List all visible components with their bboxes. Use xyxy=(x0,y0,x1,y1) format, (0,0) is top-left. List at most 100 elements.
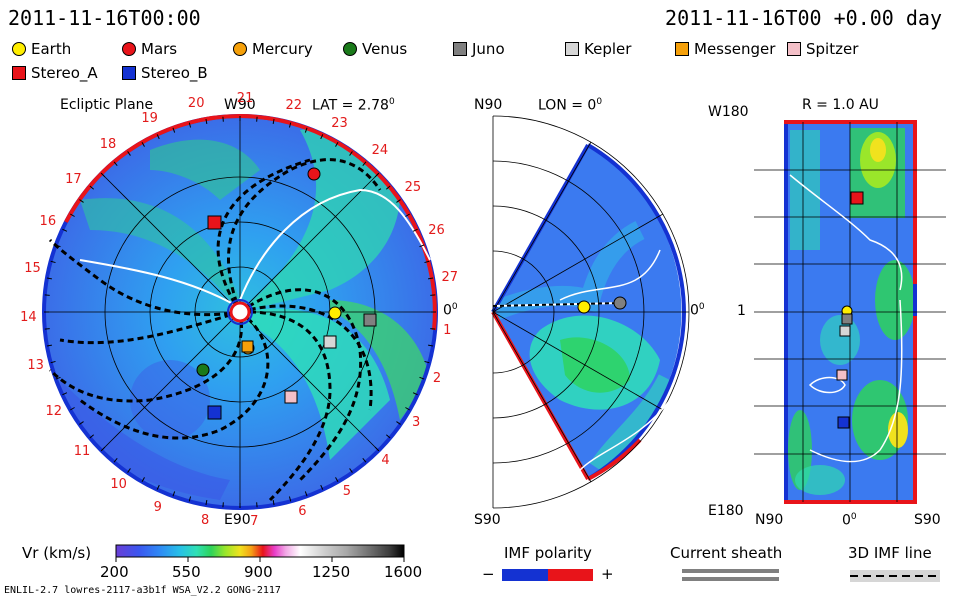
timestamp-left: 2011-11-16T00:00 xyxy=(8,6,201,30)
legend-messenger: Messenger xyxy=(675,40,775,58)
rim-tick xyxy=(156,484,160,490)
carrington-number-11: 11 xyxy=(73,444,91,460)
imf-line-title: 3D IMF line xyxy=(848,544,932,562)
earth-icon xyxy=(328,306,342,320)
imf-negative-swatch xyxy=(502,569,548,581)
rim-tick xyxy=(127,151,131,156)
rim-tick xyxy=(362,161,367,167)
longitude-label: LON = 00 xyxy=(538,97,603,114)
rim-tick xyxy=(424,360,430,364)
rim-tick xyxy=(374,446,379,451)
venus-marker-icon xyxy=(343,42,357,56)
rim-tick xyxy=(272,118,275,124)
rim-tick xyxy=(172,127,176,133)
rim-tick xyxy=(405,213,410,217)
juno-marker-icon xyxy=(453,42,467,56)
rim-tick xyxy=(188,122,192,128)
radius-title: R = 1.0 AU xyxy=(802,97,879,113)
carrington-number-8: 8 xyxy=(201,512,210,528)
legend-spitzer: Spitzer xyxy=(787,40,858,58)
legend-mercury: Mercury xyxy=(233,40,313,58)
carrington-number-12: 12 xyxy=(45,403,63,419)
stereo-b-icon xyxy=(207,405,222,420)
rim-tick xyxy=(127,468,131,473)
imf-minus-label: − xyxy=(482,565,495,583)
stereo-a-marker-icon xyxy=(12,66,26,80)
rim-tick xyxy=(101,173,106,178)
rim-tick xyxy=(141,477,145,482)
kepler-icon xyxy=(323,335,337,349)
carrington-number-10: 10 xyxy=(110,476,127,492)
stereo-b-icon-map xyxy=(837,416,850,429)
carrington-number-7: 7 xyxy=(250,514,259,530)
rim-tick xyxy=(428,277,434,280)
stereo-a-icon xyxy=(207,215,222,230)
legend-juno: Juno xyxy=(453,40,505,58)
carrington-number-18: 18 xyxy=(99,137,117,153)
rim-tick xyxy=(320,134,324,140)
rim-tick xyxy=(205,500,208,506)
carrington-number-13: 13 xyxy=(27,358,44,374)
legend-mars: Mars xyxy=(122,40,177,58)
rim-tick xyxy=(424,260,430,264)
stereo-b-marker-icon xyxy=(122,66,136,80)
rim-tick xyxy=(396,199,401,203)
ecliptic-panel xyxy=(42,114,438,510)
east-180-label: E180 xyxy=(708,503,744,519)
legend-kepler: Kepler xyxy=(565,40,631,58)
rim-tick xyxy=(405,407,410,411)
ecliptic-title: Ecliptic Plane xyxy=(60,97,154,113)
stereo-a-icon-map xyxy=(850,191,864,205)
rim-tick xyxy=(62,228,68,232)
radius-map-panel xyxy=(754,120,946,504)
rim-tick xyxy=(412,228,418,232)
carrington-number-26: 26 xyxy=(428,222,445,238)
north-90-axis-label: N90 xyxy=(755,512,784,528)
current-sheath-title: Current sheath xyxy=(670,544,783,562)
colorbar-tick-1250: 1250 xyxy=(312,563,351,581)
rim-tick xyxy=(50,360,56,364)
colorbar-title: Vr (km/s) xyxy=(22,544,92,562)
rim-tick xyxy=(362,457,367,463)
mars-marker-icon xyxy=(122,42,136,56)
map-center-label: 1 xyxy=(737,303,746,319)
rim-tick xyxy=(288,122,292,128)
rim-tick xyxy=(79,421,84,425)
timestamp-right: 2011-11-16T00 +0.00 day xyxy=(665,6,942,30)
imf-plus-label: + xyxy=(601,565,614,583)
rim-tick xyxy=(46,344,52,347)
rim-tick xyxy=(396,421,401,425)
north-90-label: N90 xyxy=(474,97,503,113)
carrington-number-3: 3 xyxy=(411,415,421,431)
spitzer-icon xyxy=(284,390,298,404)
meridional-panel xyxy=(491,115,690,509)
juno-icon-meridional xyxy=(613,296,627,310)
imf-polarity-title: IMF polarity xyxy=(504,544,592,562)
current-sheath-swatch xyxy=(682,569,779,573)
carrington-number-22: 22 xyxy=(285,97,302,113)
mercury-marker-icon xyxy=(233,42,247,56)
rim-tick xyxy=(205,118,208,124)
carrington-number-20: 20 xyxy=(187,95,205,111)
spitzer-marker-icon xyxy=(787,42,801,56)
rim-tick xyxy=(320,484,324,490)
carrington-number-17: 17 xyxy=(65,172,82,188)
colorbar-tick-550: 550 xyxy=(172,563,201,581)
rim-tick xyxy=(101,446,106,451)
rim-tick xyxy=(156,134,160,140)
carrington-number-16: 16 xyxy=(39,214,57,230)
venus-icon xyxy=(196,363,210,377)
rim-tick xyxy=(335,477,339,482)
rim-tick xyxy=(46,277,52,280)
juno-icon xyxy=(363,313,377,327)
carrington-number-9: 9 xyxy=(153,499,162,515)
kepler-marker-icon xyxy=(565,42,579,56)
rim-tick xyxy=(113,161,118,167)
rim-tick xyxy=(272,500,275,506)
rim-tick xyxy=(419,376,425,380)
rim-tick xyxy=(288,496,292,502)
zero-lat-axis-label: 00 xyxy=(842,512,857,529)
south-90-label: S90 xyxy=(474,512,501,528)
carrington-number-21: 21 xyxy=(236,91,254,107)
